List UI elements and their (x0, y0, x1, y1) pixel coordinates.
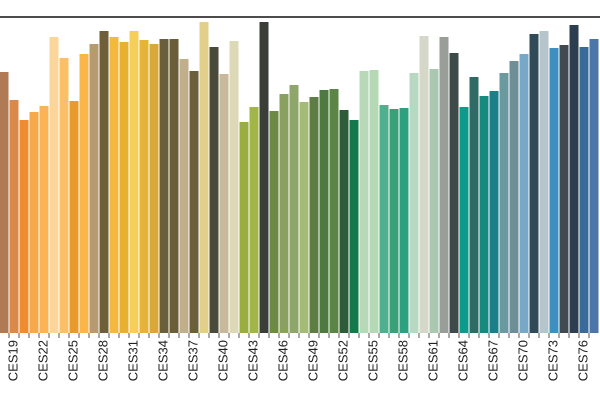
bar (19, 120, 29, 333)
x-tick-label: CES40 (215, 340, 230, 381)
bar (29, 112, 39, 333)
bar (559, 45, 569, 333)
bar (139, 40, 149, 333)
bar (329, 89, 339, 333)
bar (129, 31, 139, 333)
bar (379, 105, 389, 333)
bar (289, 85, 299, 333)
bar (339, 110, 349, 333)
bar (549, 48, 559, 333)
bar (529, 34, 539, 333)
bar (239, 122, 249, 333)
x-tick-label: CES61 (425, 340, 440, 381)
bar (269, 111, 279, 333)
bar (489, 91, 499, 333)
bar (169, 39, 179, 333)
bar (579, 47, 589, 333)
bar (509, 61, 519, 333)
x-tick-label: CES49 (305, 340, 320, 381)
x-tick-label: CES25 (65, 340, 80, 381)
bar (309, 97, 319, 333)
bar (459, 107, 469, 333)
bar (279, 94, 289, 333)
bar (0, 72, 9, 333)
x-tick-label: CES46 (275, 340, 290, 381)
bar (79, 54, 89, 333)
bar (49, 37, 59, 333)
bar (59, 58, 69, 333)
x-tick-label: CES67 (485, 340, 500, 381)
x-tick-label: CES52 (335, 340, 350, 381)
bar (179, 59, 189, 333)
bar (149, 44, 159, 333)
x-tick-label: CES34 (155, 340, 170, 381)
bar (319, 90, 329, 333)
bar (89, 44, 99, 333)
bar (359, 71, 369, 333)
bar (189, 71, 199, 333)
x-tick-label: CES76 (575, 340, 590, 381)
bar (299, 102, 309, 333)
bar (259, 22, 269, 333)
bar (589, 39, 599, 333)
bar (209, 47, 219, 333)
bar (449, 53, 459, 333)
bar (219, 74, 229, 333)
bar (39, 106, 49, 333)
x-tick-label: CES19 (5, 340, 20, 381)
bar (69, 101, 79, 333)
x-tick-label: CES64 (455, 340, 470, 381)
bar (199, 22, 209, 333)
bar (429, 69, 439, 333)
x-tick-label: CES31 (125, 340, 140, 381)
bar (399, 108, 409, 333)
bar (499, 73, 509, 333)
x-tick-label: CES37 (185, 340, 200, 381)
x-tick-label: CES22 (35, 340, 50, 381)
bar (479, 96, 489, 333)
bar (539, 31, 549, 333)
bar (9, 100, 19, 333)
x-tick-label: CES55 (365, 340, 380, 381)
bar (249, 107, 259, 333)
bar (419, 36, 429, 333)
bar (569, 25, 579, 333)
bar (369, 70, 379, 333)
x-tick-label: CES58 (395, 340, 410, 381)
bar (409, 73, 419, 333)
bar (519, 54, 529, 333)
x-tick-label: CES73 (545, 340, 560, 381)
bar (389, 109, 399, 333)
bar (349, 120, 359, 333)
x-tick-label: CES28 (95, 340, 110, 381)
bar (439, 37, 449, 333)
bar (159, 39, 169, 333)
x-tick-label: CES43 (245, 340, 260, 381)
bar (119, 42, 129, 333)
bar (109, 37, 119, 333)
x-tick-label: CES70 (515, 340, 530, 381)
bar (469, 77, 479, 333)
bar (229, 41, 239, 333)
bar (99, 31, 109, 333)
